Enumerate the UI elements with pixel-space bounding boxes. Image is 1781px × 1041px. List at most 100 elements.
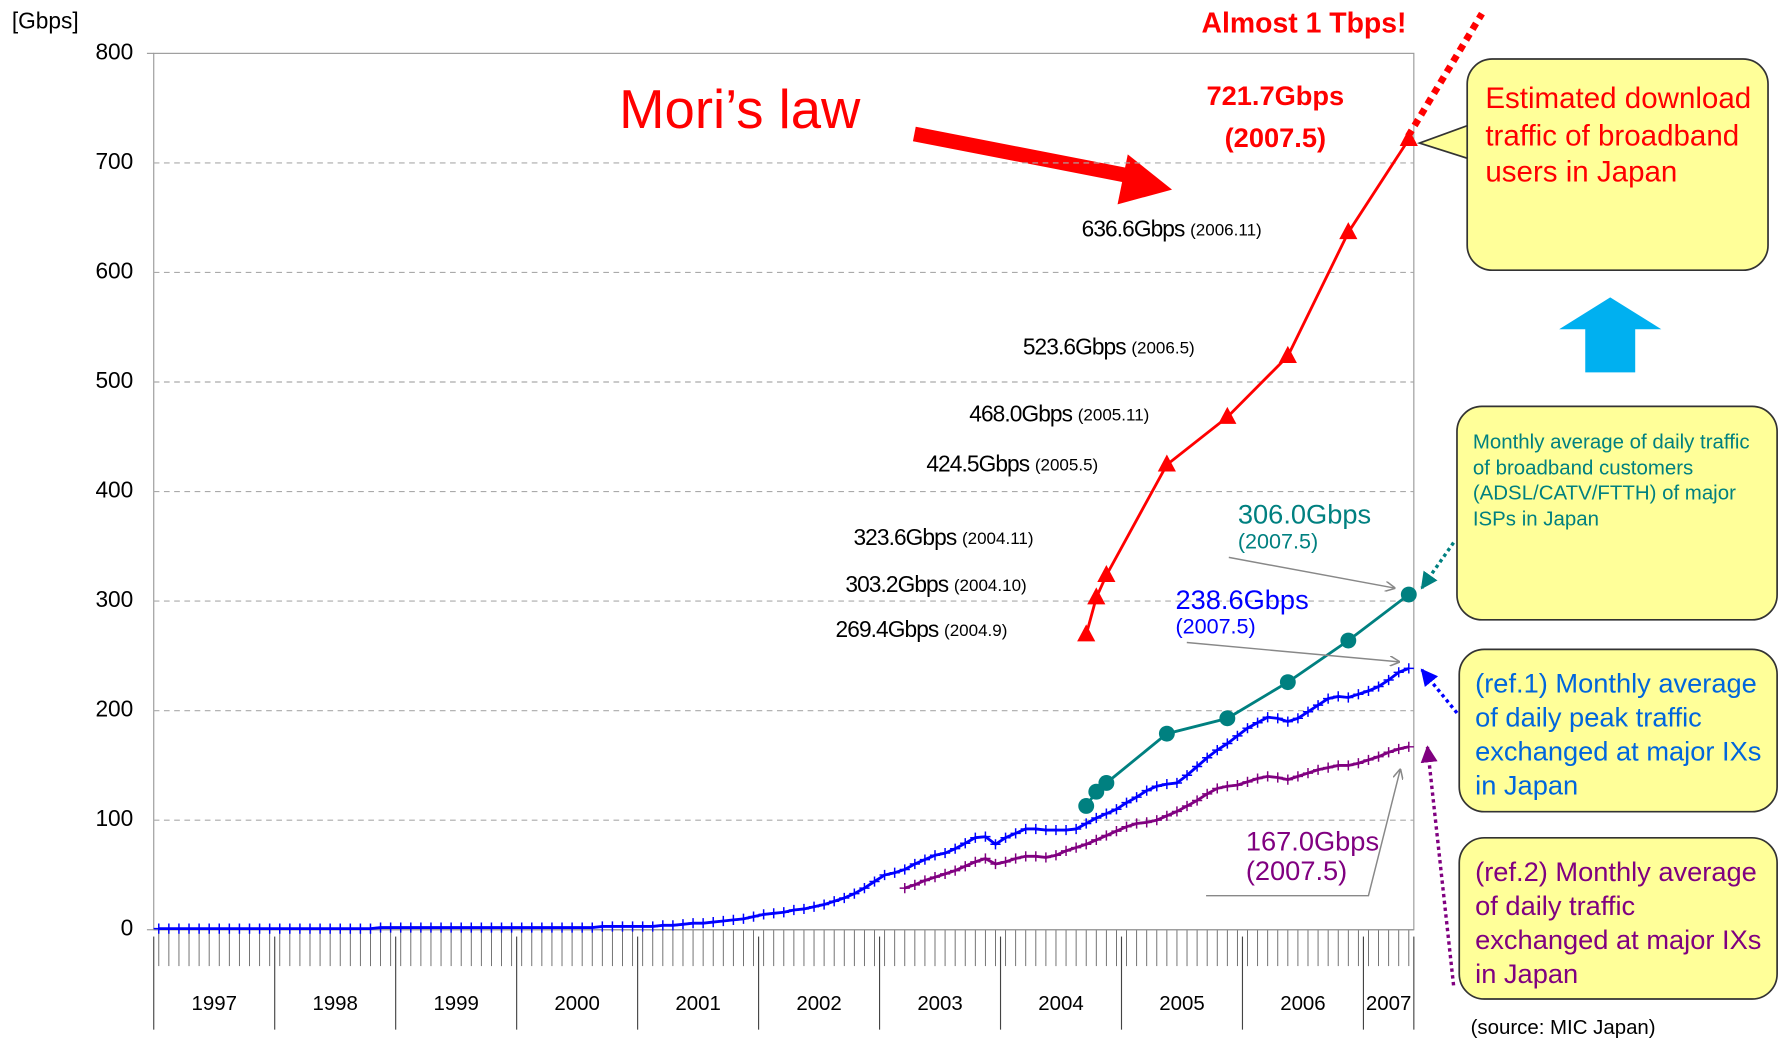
marker (1219, 710, 1236, 727)
value-text: 424.5Gbps (926, 450, 1029, 476)
marker (1010, 853, 1021, 864)
marker (1312, 700, 1324, 711)
marker (153, 923, 164, 934)
marker (1161, 778, 1172, 790)
marker (919, 875, 931, 886)
marker (335, 923, 346, 934)
legend-box (1456, 405, 1778, 621)
marker (899, 864, 910, 875)
date-text: (2006.5) (1131, 338, 1194, 357)
marker (1050, 824, 1062, 836)
year-label: 2000 (554, 993, 599, 1015)
marker (1252, 773, 1263, 784)
marker (1242, 776, 1253, 787)
marker (627, 921, 638, 932)
marker (687, 918, 699, 929)
marker (980, 831, 991, 842)
marker (889, 867, 900, 878)
marker (456, 922, 467, 933)
marker (1340, 632, 1357, 649)
legend-box (1466, 58, 1769, 272)
date-text: (2004.11) (962, 529, 1034, 548)
year-label: 2004 (1038, 993, 1083, 1015)
legend-entry: Estimated download traffic of broadband … (1485, 81, 1751, 189)
marker (587, 922, 598, 933)
y-tick-label: 800 (95, 38, 133, 64)
marker (929, 850, 941, 861)
marker (1202, 788, 1213, 800)
end-date-label: (2007.5) (1246, 855, 1347, 886)
marker (1111, 826, 1122, 837)
marker (1202, 752, 1213, 763)
marker (1399, 128, 1418, 146)
marker (1323, 693, 1334, 704)
marker (1383, 674, 1394, 686)
marker (214, 923, 225, 934)
marker (1020, 851, 1031, 862)
marker (1050, 850, 1062, 861)
marker (556, 922, 568, 933)
marker (1353, 758, 1364, 769)
marker (647, 921, 658, 932)
marker (1393, 667, 1404, 678)
year-label: 2007 (1366, 993, 1411, 1015)
marker (476, 922, 487, 933)
marker (294, 923, 306, 934)
trend-arrow-head (1117, 154, 1173, 205)
marker (1191, 795, 1203, 806)
marker (1078, 798, 1095, 814)
marker (1071, 823, 1082, 835)
date-label: (2007.5) (1225, 122, 1326, 153)
marker (1353, 689, 1364, 700)
date-text: (2004.9) (944, 621, 1007, 640)
marker (1030, 851, 1041, 862)
legend-entry: (ref.1) Monthly average of daily peak tr… (1475, 669, 1761, 802)
marker (607, 921, 618, 932)
marker (1161, 810, 1172, 821)
marker (990, 858, 1001, 870)
marker (768, 908, 779, 919)
marker (698, 918, 709, 929)
marker (425, 922, 437, 933)
leader-line (1206, 770, 1400, 897)
marker (808, 901, 820, 912)
marker (516, 922, 527, 933)
marker (869, 876, 880, 887)
series-line (158, 667, 1410, 931)
marker (163, 923, 174, 934)
value-label: 424.5Gbps (2005.5) (926, 450, 1098, 476)
marker (496, 922, 507, 933)
marker (224, 923, 235, 934)
marker (1282, 774, 1293, 785)
marker (970, 856, 981, 867)
value-text: 269.4Gbps (836, 616, 939, 642)
marker (1157, 454, 1176, 472)
y-tick-label: 400 (95, 477, 133, 503)
marker (909, 858, 920, 870)
marker (1400, 586, 1417, 603)
marker (758, 909, 769, 920)
value-label: 269.4Gbps (2004.9) (836, 616, 1008, 642)
marker (284, 923, 295, 934)
marker (1071, 842, 1082, 853)
marker (748, 911, 759, 922)
marker (415, 922, 426, 933)
marker (234, 923, 245, 934)
marker (405, 922, 416, 933)
marker (990, 839, 1001, 850)
marker (1181, 770, 1193, 781)
marker (1333, 691, 1344, 702)
end-date-label: (2007.5) (1175, 613, 1255, 638)
marker (1000, 832, 1011, 843)
marker (1121, 821, 1132, 832)
marker (193, 923, 205, 934)
marker (1087, 587, 1106, 605)
marker (1091, 812, 1102, 824)
y-tick-label: 500 (95, 367, 133, 393)
marker (546, 922, 558, 933)
marker (929, 872, 941, 883)
marker (395, 922, 406, 933)
marker (375, 922, 386, 933)
legend-text: (ref.2) Monthly average of daily traffic… (1475, 857, 1762, 990)
marker (1393, 743, 1404, 755)
